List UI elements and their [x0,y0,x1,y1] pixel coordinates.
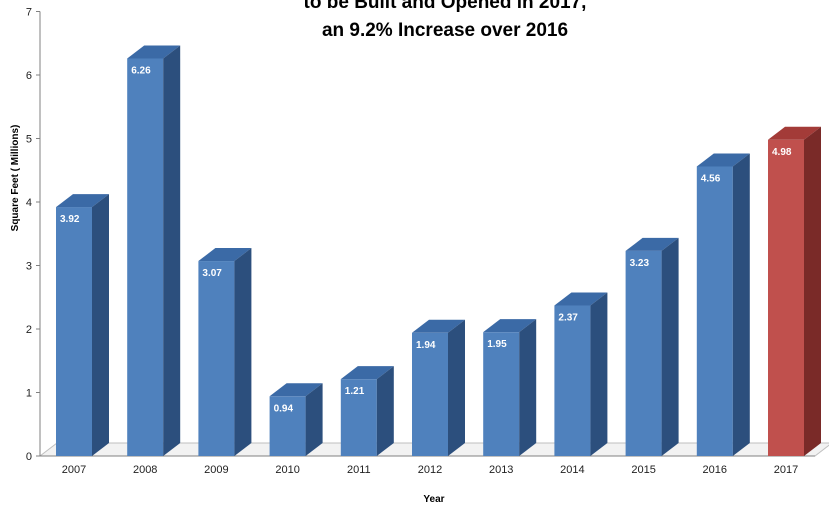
bar-side [305,383,323,456]
bar-side [804,126,821,457]
bar-2010: 0.94 [269,383,323,456]
bar-side [519,319,537,456]
y-tick-labels: 0 1 2 3 4 5 6 7 [26,7,40,463]
x-tick-labels: 2007 2008 2009 2010 2011 2012 2013 2014 2015 2016… [62,464,798,476]
bar-2015: 3.23 [625,237,679,456]
bar-2016: 4.56 [696,153,750,456]
bar-top [269,383,323,397]
bar-top [625,237,679,251]
bar-top [554,292,608,306]
x-tick-label: 2017 [774,464,798,476]
data-label: 6.26 [131,65,151,76]
x-tick-label: 2010 [275,464,299,476]
y-tick-label: 5 [26,134,32,146]
data-label: 2.37 [558,313,578,324]
bar-side [234,248,252,456]
bar-front [625,250,662,456]
bar-front [198,261,235,456]
bar-2017: 4.98 [768,126,821,457]
x-tick-label: 2015 [631,464,655,476]
bar-front [696,166,733,456]
bar-2013: 1.95 [483,319,537,456]
data-label: 4.98 [772,147,792,158]
x-tick-label: 2014 [560,464,584,476]
bar-front [56,207,92,456]
data-label: 3.92 [60,214,80,225]
bar-2008: 6.26 [127,45,181,457]
y-axis-title: Square Feet ( Millions) [10,125,21,232]
y-tick-label: 7 [26,7,32,19]
bar-top [127,45,181,59]
chart-title-line-2: an 9.2% Increase over 2016 [322,20,568,41]
bar-front [554,305,591,456]
bar-front [412,332,448,456]
data-label: 0.94 [274,403,294,414]
data-label: 3.23 [630,258,650,269]
bar-top [56,194,109,208]
bar-front [483,332,520,456]
bar-top [483,319,537,333]
data-label: 3.07 [202,268,222,279]
y-tick-label: 0 [26,451,32,463]
bar-side [376,366,394,456]
bar-top [696,153,750,167]
x-tick-label: 2009 [204,464,228,476]
bar-front [269,396,306,456]
bar-2012: 1.94 [412,319,465,456]
x-tick-label: 2012 [418,464,442,476]
bar-front [768,139,804,456]
y-tick-label: 4 [26,197,32,209]
data-label: 1.94 [416,340,436,351]
bar-front [340,379,377,456]
y-tick-label: 2 [26,324,32,336]
bar-front [127,58,164,457]
bar-2009: 3.07 [198,248,252,456]
bar-top [412,319,465,333]
bar-side [92,194,109,456]
y-tick-label: 1 [26,388,32,400]
bar-side [661,237,679,456]
bars: 3.92 6.26 3.07 0.94 1.21 1.94 1.95 2.37 3.23 4.56… [56,45,821,457]
bar-side [163,45,181,457]
x-tick-label: 2008 [133,464,157,476]
x-tick-label: 2011 [347,464,371,476]
bar-side [448,319,465,456]
x-tick-label: 2007 [62,464,86,476]
bar-side [590,292,608,456]
data-label: 1.95 [487,339,507,350]
bar-top [198,248,252,262]
bar-side [732,153,750,456]
bar-top [340,366,394,380]
bar-2014: 2.37 [554,292,608,456]
data-label: 4.56 [701,173,721,184]
y-tick-label: 6 [26,70,32,82]
bar-top [768,126,821,140]
y-tick-label: 3 [26,261,32,273]
bar-2011: 1.21 [340,366,394,456]
x-axis-title: Year [423,494,444,505]
chart-title-line-1: to be Built and Opened in 2017, [304,0,587,13]
x-tick-label: 2016 [703,464,727,476]
data-label: 1.21 [345,386,365,397]
bar-2007: 3.92 [56,194,109,456]
x-tick-label: 2013 [489,464,513,476]
